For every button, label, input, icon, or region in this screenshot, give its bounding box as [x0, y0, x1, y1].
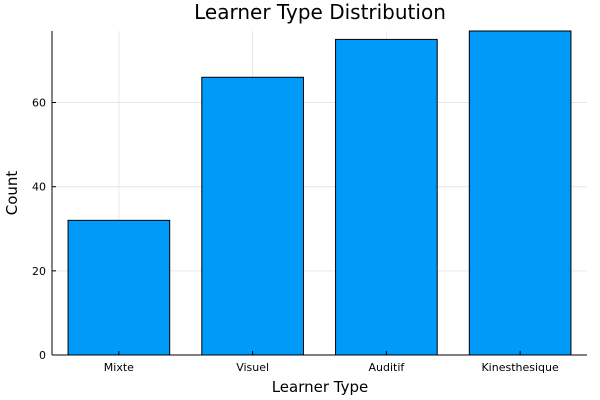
axes [51, 31, 587, 356]
y-axis-label: Count [3, 171, 21, 216]
y-tick-label: 40 [32, 181, 46, 194]
x-axis-label: Learner Type [272, 378, 369, 396]
bar-kinesthesique [468, 30, 572, 356]
x-tick-label: Visuel [236, 361, 269, 374]
x-tick-label: Auditif [368, 361, 405, 374]
bar-visuel [201, 76, 304, 356]
chart-title: Learner Type Distribution [194, 0, 446, 24]
bar-mixte [67, 219, 171, 356]
y-axis-ticks: 0 20 40 60 [32, 97, 56, 362]
bar-auditif [335, 38, 438, 356]
bars [67, 30, 572, 356]
x-tick-label: Mixte [104, 361, 134, 374]
y-tick-label: 0 [39, 349, 46, 362]
y-tick-label: 60 [32, 97, 46, 110]
x-tick-label: Kinesthesique [481, 361, 559, 374]
y-tick-label: 20 [32, 265, 46, 278]
x-axis-ticks: Mixte Visuel Auditif Kinesthesique [104, 351, 559, 374]
